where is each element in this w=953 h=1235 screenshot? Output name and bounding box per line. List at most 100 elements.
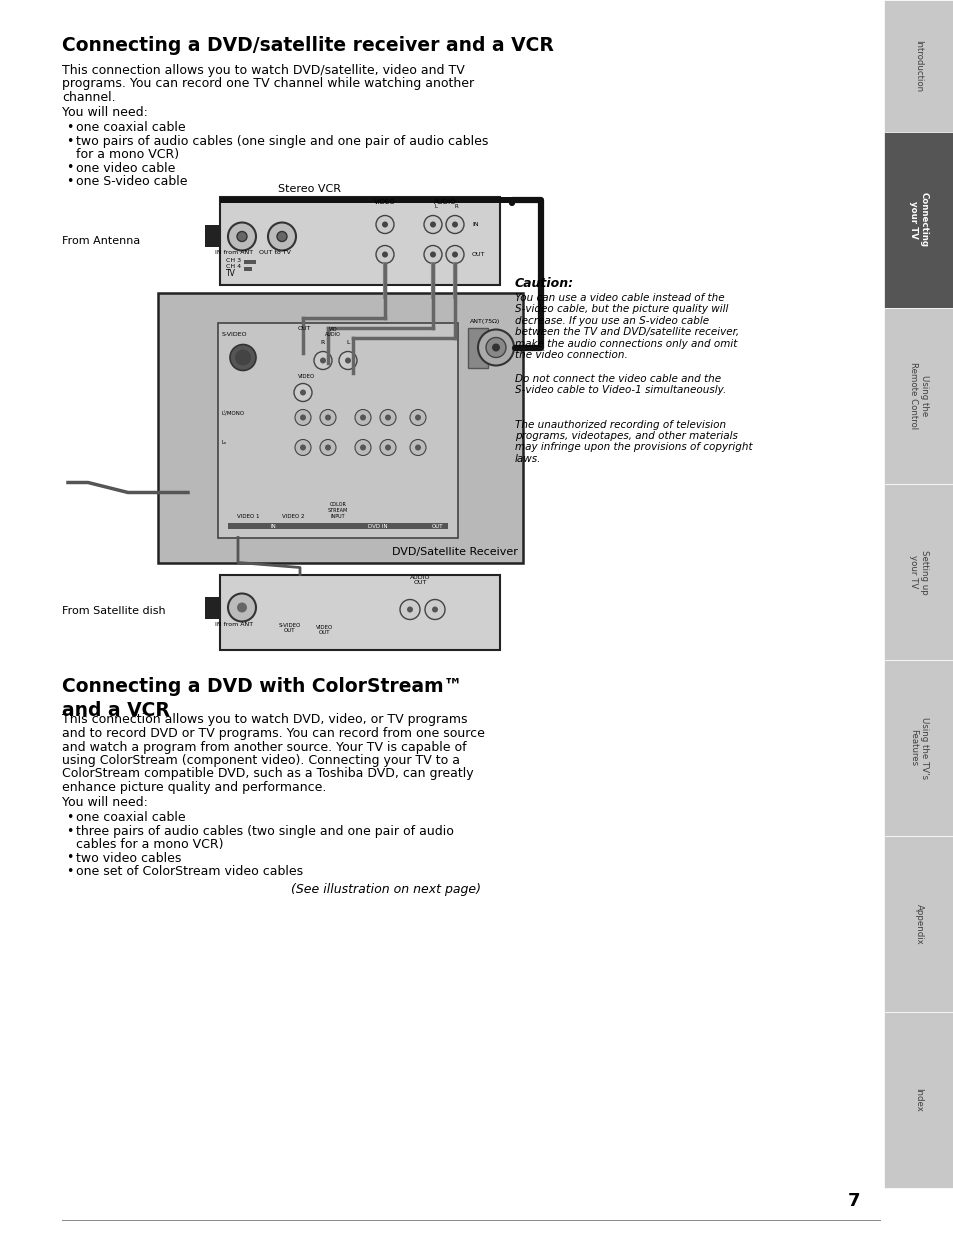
Circle shape xyxy=(299,415,306,420)
Text: OUT to TV: OUT to TV xyxy=(259,249,291,254)
Text: CH 4: CH 4 xyxy=(226,264,241,269)
Circle shape xyxy=(359,415,366,420)
Text: L: L xyxy=(346,341,350,346)
Circle shape xyxy=(294,384,312,401)
Text: Index: Index xyxy=(914,1088,923,1112)
Circle shape xyxy=(325,415,331,420)
Text: the video connection.: the video connection. xyxy=(515,351,627,361)
Text: You will need:: You will need: xyxy=(62,106,148,120)
Text: one coaxial cable: one coaxial cable xyxy=(76,121,186,135)
Text: one coaxial cable: one coaxial cable xyxy=(76,811,186,824)
Circle shape xyxy=(485,337,505,357)
Text: DVD IN: DVD IN xyxy=(368,525,388,530)
Text: channel.: channel. xyxy=(62,91,115,104)
Text: DVD/Satellite Receiver: DVD/Satellite Receiver xyxy=(392,547,517,557)
Text: S-VIDEO
OUT: S-VIDEO OUT xyxy=(278,622,301,634)
Circle shape xyxy=(452,221,457,227)
Circle shape xyxy=(359,445,366,451)
Text: one S-video cable: one S-video cable xyxy=(76,175,188,188)
Text: Using the TV's
Features: Using the TV's Features xyxy=(908,718,927,779)
Circle shape xyxy=(228,594,255,621)
Bar xyxy=(883,0,953,132)
Bar xyxy=(205,597,220,619)
Text: TV: TV xyxy=(226,269,235,279)
Text: S-video cable, but the picture quality will: S-video cable, but the picture quality w… xyxy=(515,305,727,315)
Text: IN: IN xyxy=(270,525,275,530)
Text: R: R xyxy=(320,341,325,346)
Circle shape xyxy=(430,252,436,258)
Bar xyxy=(883,484,953,659)
Text: •: • xyxy=(66,811,73,824)
Circle shape xyxy=(268,222,295,251)
Circle shape xyxy=(385,415,391,420)
Text: IN from ANT: IN from ANT xyxy=(214,622,253,627)
Text: programs. You can record one TV channel while watching another: programs. You can record one TV channel … xyxy=(62,78,474,90)
Text: VIDEO 2: VIDEO 2 xyxy=(281,514,304,519)
Text: From Antenna: From Antenna xyxy=(62,236,140,246)
Text: You can use a video cable instead of the: You can use a video cable instead of the xyxy=(515,293,724,303)
Text: OUT: OUT xyxy=(432,525,443,530)
Circle shape xyxy=(380,293,389,300)
Text: IN: IN xyxy=(472,222,478,227)
Circle shape xyxy=(381,221,388,227)
Text: This connection allows you to watch DVD, video, or TV programs: This connection allows you to watch DVD,… xyxy=(62,714,467,726)
Circle shape xyxy=(429,293,436,300)
Circle shape xyxy=(477,330,514,366)
Text: S-VIDEO: S-VIDEO xyxy=(222,332,248,337)
Circle shape xyxy=(399,599,419,620)
Text: R: R xyxy=(455,205,458,210)
Text: Appendix: Appendix xyxy=(914,904,923,945)
Text: •: • xyxy=(66,121,73,135)
Text: Using the
Remote Control: Using the Remote Control xyxy=(908,362,927,430)
Text: programs, videotapes, and other materials: programs, videotapes, and other material… xyxy=(515,431,737,441)
Circle shape xyxy=(492,343,499,352)
Circle shape xyxy=(410,410,426,426)
Circle shape xyxy=(345,357,351,363)
Text: Connecting a DVD with ColorStream™
and a VCR: Connecting a DVD with ColorStream™ and a… xyxy=(62,678,462,720)
Circle shape xyxy=(299,445,306,451)
Circle shape xyxy=(446,246,463,263)
Bar xyxy=(468,327,488,368)
Text: Connecting
your TV: Connecting your TV xyxy=(908,193,927,247)
Text: CH 3: CH 3 xyxy=(226,258,241,263)
Circle shape xyxy=(319,357,326,363)
Text: The unauthorized recording of television: The unauthorized recording of television xyxy=(515,420,725,430)
Text: Lᴵ/MONO: Lᴵ/MONO xyxy=(222,410,245,415)
Text: You will need:: You will need: xyxy=(62,797,148,809)
Text: cables for a mono VCR): cables for a mono VCR) xyxy=(76,839,223,851)
Text: VIDEO: VIDEO xyxy=(374,200,395,205)
Circle shape xyxy=(415,445,420,451)
Text: •: • xyxy=(66,162,73,174)
Circle shape xyxy=(379,410,395,426)
Text: •: • xyxy=(66,825,73,837)
Circle shape xyxy=(407,606,413,613)
Text: COLOR
STREAM
INPUT: COLOR STREAM INPUT xyxy=(328,501,348,519)
Circle shape xyxy=(415,415,420,420)
Circle shape xyxy=(230,345,255,370)
Text: one set of ColorStream video cables: one set of ColorStream video cables xyxy=(76,864,303,878)
Text: VIDEO: VIDEO xyxy=(297,373,314,378)
Text: and to record DVD or TV programs. You can record from one source: and to record DVD or TV programs. You ca… xyxy=(62,727,484,740)
Text: •: • xyxy=(66,851,73,864)
Text: two video cables: two video cables xyxy=(76,851,181,864)
Bar xyxy=(883,659,953,836)
Text: •: • xyxy=(66,864,73,878)
Text: Lₙ: Lₙ xyxy=(222,441,227,446)
Circle shape xyxy=(319,410,335,426)
Text: OUT: OUT xyxy=(472,252,485,257)
Circle shape xyxy=(325,445,331,451)
Text: ColorStream compatible DVD, such as a Toshiba DVD, can greatly: ColorStream compatible DVD, such as a To… xyxy=(62,767,473,781)
Bar xyxy=(228,522,448,529)
Text: This connection allows you to watch DVD/satellite, video and TV: This connection allows you to watch DVD/… xyxy=(62,64,464,77)
Circle shape xyxy=(410,440,426,456)
Circle shape xyxy=(375,246,394,263)
Text: Caution:: Caution: xyxy=(515,277,574,290)
Text: decrease. If you use an S-video cable: decrease. If you use an S-video cable xyxy=(515,316,708,326)
Text: 7: 7 xyxy=(847,1192,860,1210)
Circle shape xyxy=(355,440,371,456)
Circle shape xyxy=(236,603,247,613)
Bar xyxy=(883,132,953,308)
Text: using ColorStream (component video). Connecting your TV to a: using ColorStream (component video). Con… xyxy=(62,755,459,767)
Circle shape xyxy=(234,350,251,366)
Text: IN from ANT: IN from ANT xyxy=(214,249,253,254)
